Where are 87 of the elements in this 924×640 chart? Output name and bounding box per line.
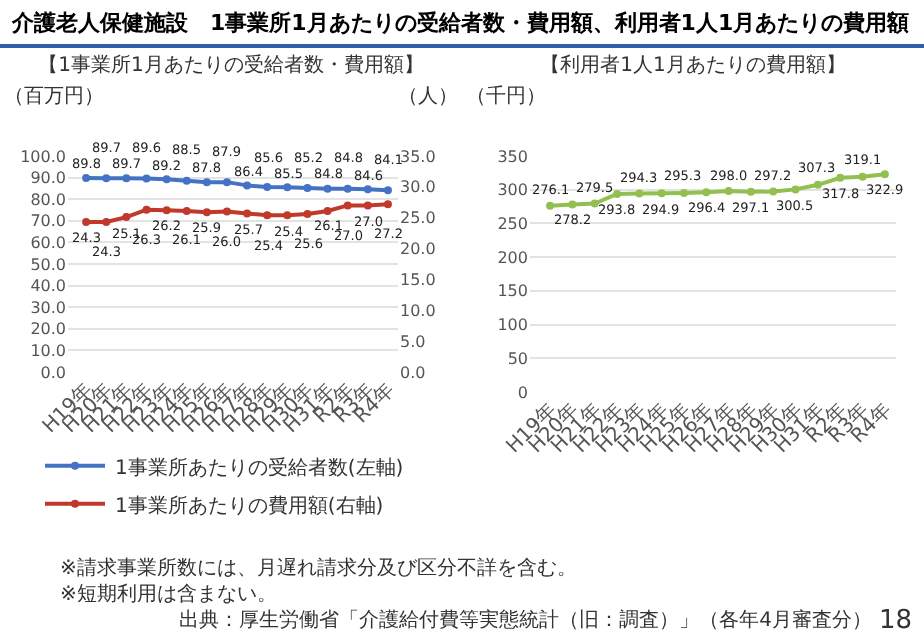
point <box>263 183 272 192</box>
y-tick-label: 40.0 <box>30 277 66 296</box>
point <box>263 211 272 220</box>
text: 18 <box>878 606 912 636</box>
y-axis-title: （百万円） <box>4 86 104 108</box>
y2-tick-label: 0.0 <box>400 363 426 382</box>
point <box>82 218 91 227</box>
y-tick-label: 150 <box>497 282 528 301</box>
y-tick-label: 80.0 <box>30 190 66 209</box>
point <box>813 180 822 189</box>
point <box>383 186 392 195</box>
y-tick-label: 50 <box>507 349 528 368</box>
y-tick-label: 70.0 <box>30 212 66 231</box>
point <box>142 174 151 183</box>
y-tick-label: 100 <box>497 316 528 335</box>
point <box>303 183 312 192</box>
point <box>343 201 352 210</box>
y2-axis-title: （人） <box>398 86 458 108</box>
point <box>546 201 555 210</box>
legend-label: 1事業所あたりの受給者数(左軸) <box>115 455 404 480</box>
y2-tick-label: 10.0 <box>400 301 436 320</box>
y-tick-label: 50.0 <box>30 255 66 274</box>
y-axis-title: （千円） <box>466 84 546 108</box>
point <box>635 189 644 198</box>
point <box>142 205 151 214</box>
point <box>613 189 622 198</box>
y2-tick-label: 25.0 <box>400 209 436 228</box>
y2-tick-label: 20.0 <box>400 240 436 259</box>
point <box>724 187 733 196</box>
point <box>590 199 599 208</box>
point <box>383 200 392 209</box>
point <box>568 200 577 209</box>
y-tick-label: 20.0 <box>30 320 66 339</box>
point <box>122 213 131 222</box>
point <box>243 181 252 190</box>
point <box>769 187 778 196</box>
point <box>363 185 372 194</box>
source-note: 出典：厚生労働省「介護給付費等実態統計（旧：調査）」（各年4月審査分） <box>179 610 872 634</box>
point <box>182 176 191 185</box>
text: 介護老人保健施設 1事業所1月あたりの受給者数・費用額、利用者1人1月あたりの費用額 <box>0 0 924 48</box>
y2-tick-label: 30.0 <box>400 178 436 197</box>
point <box>283 183 292 192</box>
y2-tick-label: 15.0 <box>400 271 436 290</box>
point <box>657 189 666 198</box>
text: ※請求事業所数には、月遅れ請求分及び区分不詳を含む。 <box>60 558 577 582</box>
point <box>702 188 711 197</box>
chart-subtitle: 【利用者1人1月あたりの費用額】 <box>540 53 846 78</box>
point <box>323 206 332 215</box>
y-tick-label: 250 <box>497 215 528 234</box>
point <box>162 206 171 215</box>
point <box>182 206 191 215</box>
point <box>202 208 211 217</box>
point <box>303 210 312 219</box>
y2-tick-label: 5.0 <box>400 332 426 351</box>
y-tick-label: 10.0 <box>30 342 66 360</box>
point <box>202 178 211 187</box>
point <box>243 209 252 218</box>
y-tick-label: 0.0 <box>40 363 66 382</box>
y-tick-label: 90.0 <box>30 169 66 188</box>
chart-subtitle: 【1事業所1月あたりの受給者数・費用額】 <box>38 53 424 78</box>
legend-label: 1事業所あたりの費用額(右軸) <box>115 493 384 518</box>
point <box>363 201 372 210</box>
point <box>283 211 292 220</box>
y-tick-label: 350 <box>497 147 528 166</box>
y2-tick-label: 35.0 <box>400 147 436 166</box>
point <box>746 187 755 196</box>
point <box>102 174 111 183</box>
y-tick-label: 0 <box>517 383 528 402</box>
point <box>323 184 332 193</box>
text: ※短期利用は含まない。 <box>60 584 277 608</box>
point <box>162 175 171 184</box>
point <box>122 174 131 183</box>
point <box>102 218 111 227</box>
point <box>222 207 231 216</box>
y-tick-label: 30.0 <box>30 298 66 317</box>
point <box>82 174 91 183</box>
point <box>343 184 352 193</box>
y-tick-label: 100.0 <box>20 147 66 166</box>
point <box>836 173 845 182</box>
point <box>222 178 231 187</box>
point <box>858 172 867 181</box>
point <box>679 188 688 197</box>
y-tick-label: 300 <box>497 181 528 200</box>
y-tick-label: 60.0 <box>30 234 66 252</box>
point <box>880 170 889 179</box>
point <box>791 185 800 194</box>
y-tick-label: 200 <box>497 248 528 267</box>
